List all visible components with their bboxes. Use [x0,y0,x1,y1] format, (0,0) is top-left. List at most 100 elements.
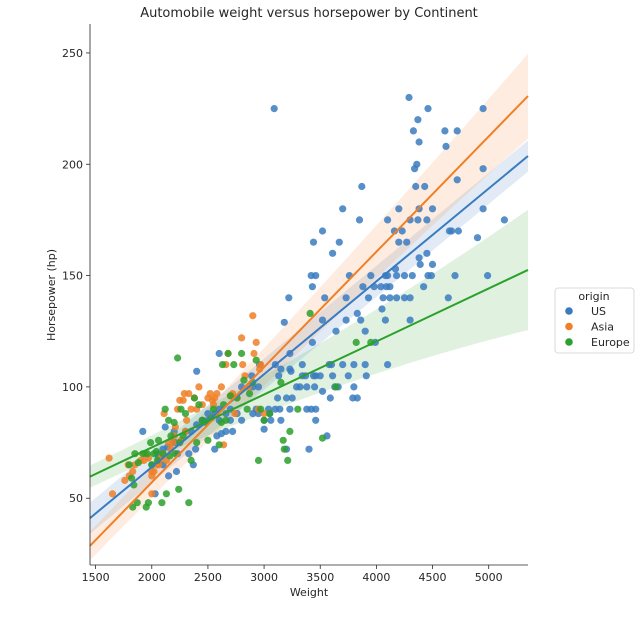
data-point-us [311,383,319,391]
data-point-us [185,450,193,458]
data-point-us [441,127,449,135]
data-point-europe [306,309,314,317]
data-point-us [367,272,375,280]
data-point-us [398,227,406,235]
data-point-us [342,294,350,302]
regression-lines [89,95,529,547]
x-tick-label: 5000 [475,571,503,584]
data-point-europe [230,361,238,369]
data-point-us [350,383,358,391]
y-tick-label: 200 [62,158,83,171]
data-point-europe [257,405,265,413]
legend-marker-us [565,307,573,315]
data-point-europe [128,474,136,482]
data-point-us [335,238,343,246]
data-point-us [454,227,462,235]
data-point-europe [185,499,193,507]
data-point-us [161,423,169,431]
data-point-us [451,272,459,280]
data-point-asia [195,383,203,391]
data-point-europe [215,441,223,449]
data-point-us [479,205,487,213]
data-point-us [287,367,295,375]
data-point-europe [181,410,190,418]
data-point-us [192,445,200,453]
data-point-us [309,238,318,246]
data-point-europe [279,436,287,444]
data-point-europe [286,427,294,435]
data-point-us [361,327,369,335]
data-point-europe [174,354,182,362]
data-point-us [321,294,329,302]
data-point-us [329,372,337,380]
data-point-us [312,272,320,280]
data-point-us [400,294,409,302]
data-point-us [326,394,334,402]
data-point-us [409,127,417,135]
data-point-us [393,294,401,302]
data-point-us [286,405,294,413]
data-point-us [444,294,452,302]
data-point-europe [125,461,133,469]
data-point-asia [187,405,195,413]
data-point-us [318,316,327,324]
data-point-us [427,272,435,280]
data-point-us [296,383,304,391]
data-point-us [332,327,340,335]
legend-marker-asia [565,322,573,331]
y-tick-label: 150 [62,270,83,283]
data-point-europe [222,416,230,424]
data-point-us [280,318,288,326]
data-point-europe [280,445,288,453]
data-point-europe [260,416,268,424]
data-point-europe [352,338,360,346]
y-tick-label: 50 [69,492,83,505]
data-point-europe [154,436,163,444]
data-point-us [453,127,461,135]
data-point-europe [187,456,195,464]
data-point-us [479,105,487,113]
data-point-us [267,416,275,424]
data-point-asia [238,334,246,342]
data-point-europe [245,390,254,398]
data-point-us [316,372,324,380]
legend-label-us: US [591,305,606,318]
data-point-asia [250,349,258,358]
data-point-us [271,405,279,413]
data-point-asia [108,490,117,498]
data-point-europe [162,490,170,498]
data-point-asia [185,390,193,398]
data-point-us [393,272,401,280]
data-point-us [249,410,257,418]
data-point-europe [190,394,198,402]
data-point-europe [252,356,260,364]
x-tick-label: 2500 [194,571,222,584]
data-point-europe [318,434,327,442]
data-point-us [359,283,367,291]
x-tick-label: 4000 [362,571,390,584]
y-axis-title: Horsepower (hp) [45,249,58,341]
data-point-us [277,416,285,424]
data-point-us [423,249,431,257]
data-point-europe [332,383,340,391]
legend-label-europe: Europe [591,336,630,349]
data-point-us [428,260,437,268]
data-point-us [415,138,423,146]
data-point-us [285,294,293,302]
data-point-asia [213,390,221,398]
data-point-europe [129,503,137,511]
data-point-us [298,361,306,369]
x-tick-label: 4500 [419,571,447,584]
data-point-us [500,216,508,224]
data-point-asia [129,467,137,476]
y-tick-label: 100 [62,381,83,394]
axes: 1500 2000 2500 3000 3500 4000 4500 5000 50 100 15… [62,24,528,584]
x-axis-ticks: 1500 2000 2500 3000 3500 4000 4500 5000 [82,565,503,584]
data-point-us [254,383,263,391]
regression-line-asia [89,95,529,547]
y-tick-label: 250 [62,47,83,60]
data-point-us [406,316,414,324]
data-point-us [406,294,414,302]
data-point-us [229,427,237,435]
